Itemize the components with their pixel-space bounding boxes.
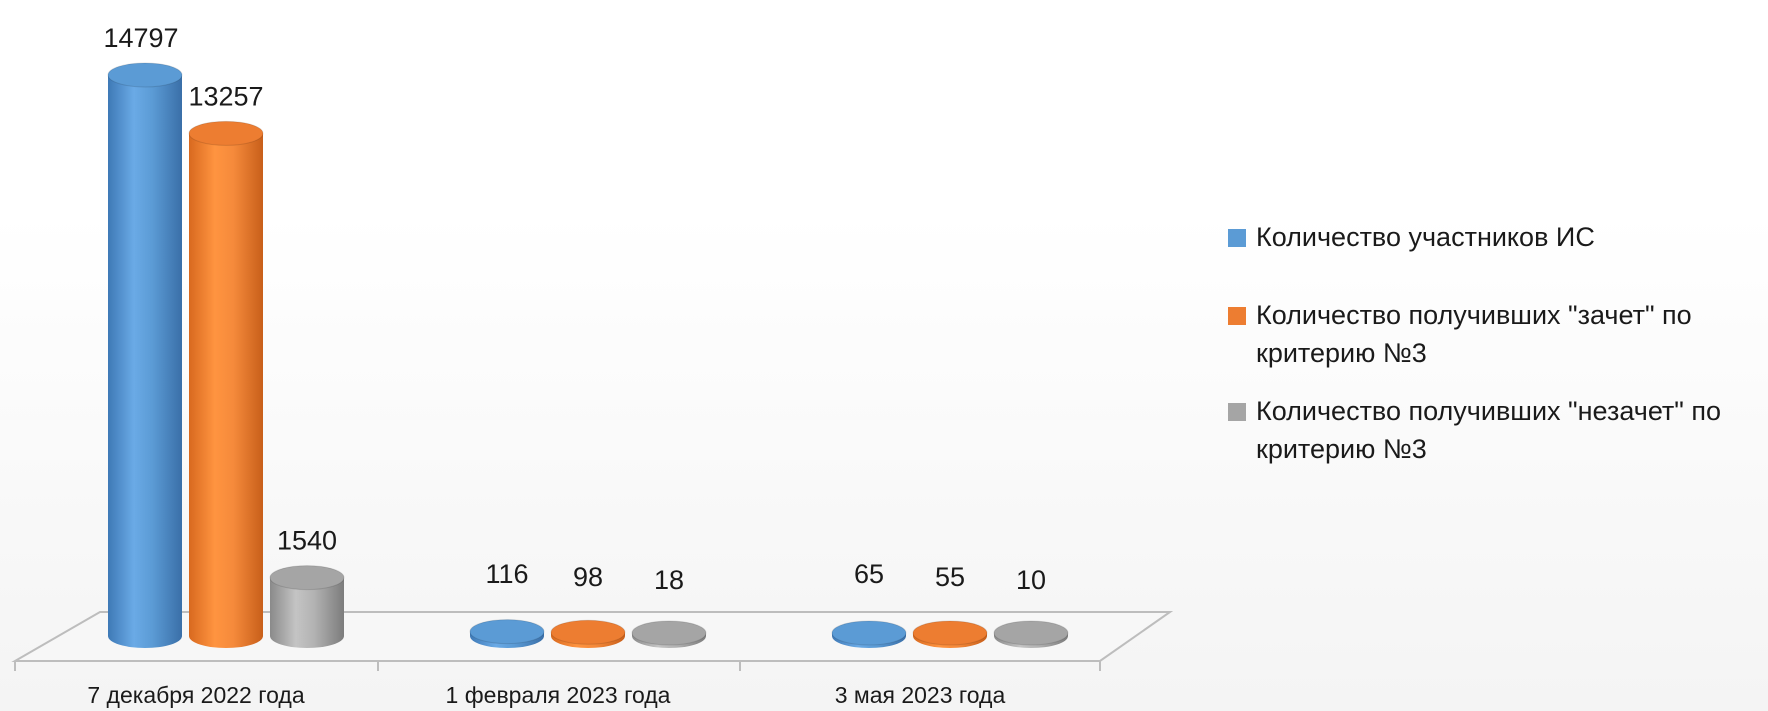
- legend: Количество участников ИС Количество полу…: [1228, 218, 1768, 496]
- legend-label: Количество получивших "незачет" по крите…: [1256, 396, 1722, 464]
- bar-top: [831, 620, 907, 646]
- bar-top: [631, 620, 707, 646]
- category-label: 1 февраля 2023 года: [446, 682, 671, 708]
- bar: [108, 75, 182, 636]
- data-label: 55: [935, 562, 965, 592]
- data-label: 1540: [277, 526, 337, 556]
- data-label: 18: [654, 565, 684, 595]
- legend-swatch-blue: [1228, 229, 1246, 247]
- data-label: 10: [1016, 565, 1046, 595]
- category-label: 3 мая 2023 года: [835, 682, 1006, 708]
- bar-top: [107, 62, 183, 88]
- bar: [189, 133, 263, 636]
- legend-item-pass: Количество получивших "зачет" по критери…: [1228, 296, 1768, 372]
- data-label: 116: [485, 559, 528, 589]
- legend-swatch-gray: [1228, 403, 1246, 421]
- bar-top: [550, 619, 626, 645]
- data-label: 13257: [188, 81, 263, 111]
- legend-item-fail: Количество получивших "незачет" по крите…: [1228, 392, 1768, 468]
- bars: [107, 62, 1069, 648]
- bar-top: [993, 620, 1069, 646]
- x-axis-ticks: [14, 661, 1101, 671]
- bar-top: [912, 620, 988, 646]
- data-label: 65: [854, 559, 884, 589]
- legend-swatch-orange: [1228, 307, 1246, 325]
- data-label: 14797: [103, 23, 178, 53]
- bar-top: [188, 120, 264, 146]
- category-label: 7 декабря 2022 года: [87, 682, 304, 708]
- category-labels: 7 декабря 2022 года 1 февраля 2023 года 3 …: [87, 682, 1005, 708]
- data-label: 98: [573, 562, 603, 592]
- bar-top: [469, 619, 545, 645]
- data-labels: 14797 13257 1540 116 98 18 65 55 10: [103, 23, 1046, 595]
- legend-item-participants: Количество участников ИС: [1228, 218, 1768, 256]
- bar-top: [269, 565, 345, 591]
- legend-label: Количество получивших "зачет" по критери…: [1256, 300, 1692, 368]
- legend-label: Количество участников ИС: [1256, 222, 1595, 252]
